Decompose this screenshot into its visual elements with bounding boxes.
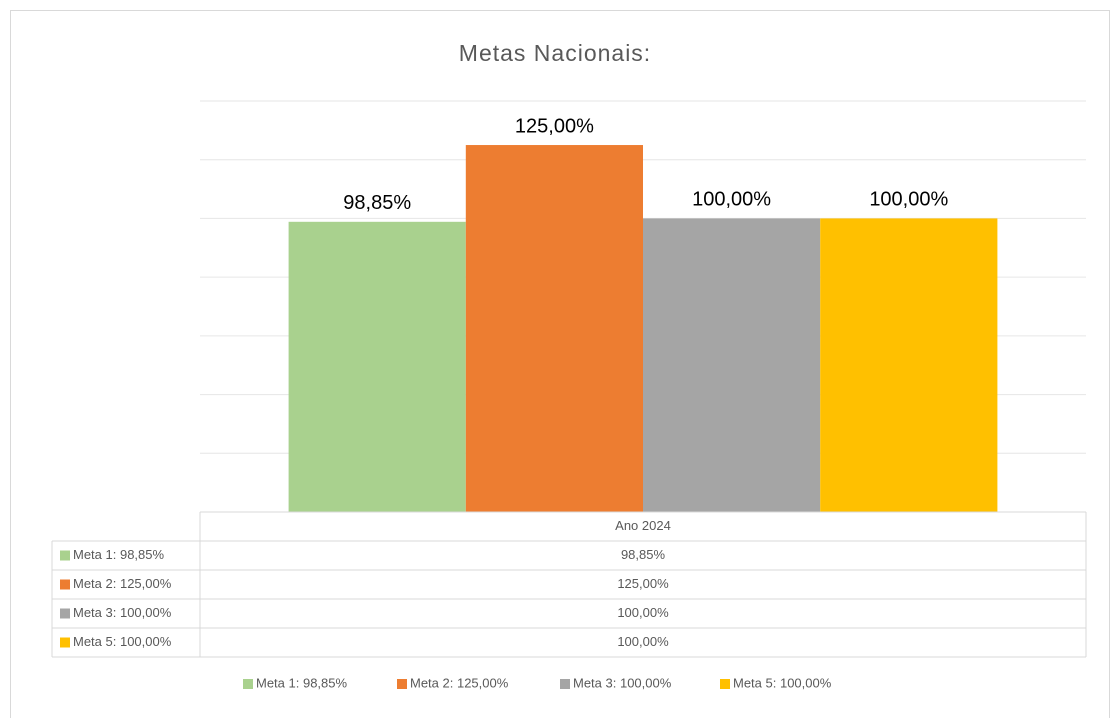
legend-key (720, 679, 730, 689)
data-label: 100,00% (692, 189, 771, 211)
table-row-label: Meta 2: 125,00% (73, 576, 172, 591)
bar (288, 221, 466, 513)
bar (465, 145, 643, 513)
legend-label: Meta 1: 98,85% (256, 675, 347, 690)
table-row-label: Meta 3: 100,00% (73, 605, 172, 620)
legend-label: Meta 3: 100,00% (573, 675, 672, 690)
legend-key (243, 679, 253, 689)
table-cell: 100,00% (617, 634, 669, 649)
data-label: 125,00% (515, 115, 594, 137)
table-key (60, 550, 70, 561)
bar (820, 218, 998, 512)
bar (643, 218, 821, 512)
table-cell: 125,00% (617, 576, 669, 591)
legend-key (560, 679, 570, 689)
table-key (60, 608, 70, 619)
table-row-label: Meta 5: 100,00% (73, 634, 172, 649)
legend-label: Meta 2: 125,00% (410, 675, 509, 690)
chart-title: Metas Nacionais: (459, 40, 651, 66)
table-cell: 100,00% (617, 605, 669, 620)
table-key (60, 637, 70, 648)
legend-label: Meta 5: 100,00% (733, 675, 832, 690)
table-header: Ano 2024 (615, 518, 671, 533)
table-row-label: Meta 1: 98,85% (73, 547, 164, 562)
legend-key (397, 679, 407, 689)
table-cell: 98,85% (621, 547, 666, 562)
table-key (60, 579, 70, 590)
data-label: 100,00% (869, 189, 948, 211)
data-label: 98,85% (343, 192, 411, 214)
